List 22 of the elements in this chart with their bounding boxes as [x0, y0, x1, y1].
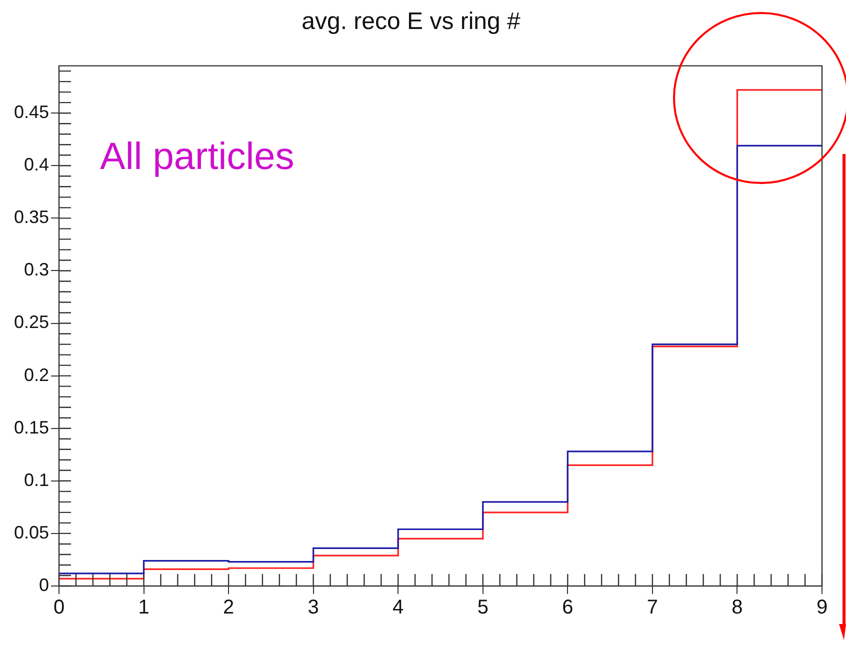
y-tick-label: 0.05	[14, 522, 49, 542]
x-tick-label: 5	[477, 596, 488, 619]
y-tick-label: 0.2	[24, 364, 49, 385]
x-tick-label: 6	[562, 596, 574, 619]
y-tick-label: 0.15	[14, 417, 49, 438]
x-tick-label: 9	[816, 596, 828, 619]
y-tick-label: 0.4	[24, 154, 49, 175]
y-tick-label: 0.35	[14, 207, 49, 228]
y-tick-label: 0.45	[14, 102, 49, 122]
x-tick-label: 4	[392, 596, 404, 619]
x-tick-label: 7	[646, 596, 658, 619]
x-tick-label: 3	[308, 596, 319, 619]
chart-title: avg. reco E vs ring #	[302, 8, 522, 36]
x-tick-label: 8	[732, 596, 743, 619]
x-tick-label: 0	[53, 596, 65, 619]
x-tick-label: 2	[222, 596, 234, 619]
y-tick-label: 0.1	[24, 470, 49, 490]
y-tick-label: 0	[38, 574, 49, 595]
y-tick-label: 0.25	[14, 312, 49, 332]
y-tick-label: 0.3	[24, 260, 49, 280]
x-tick-label: 1	[138, 596, 150, 619]
annotation: All particles	[100, 136, 294, 179]
